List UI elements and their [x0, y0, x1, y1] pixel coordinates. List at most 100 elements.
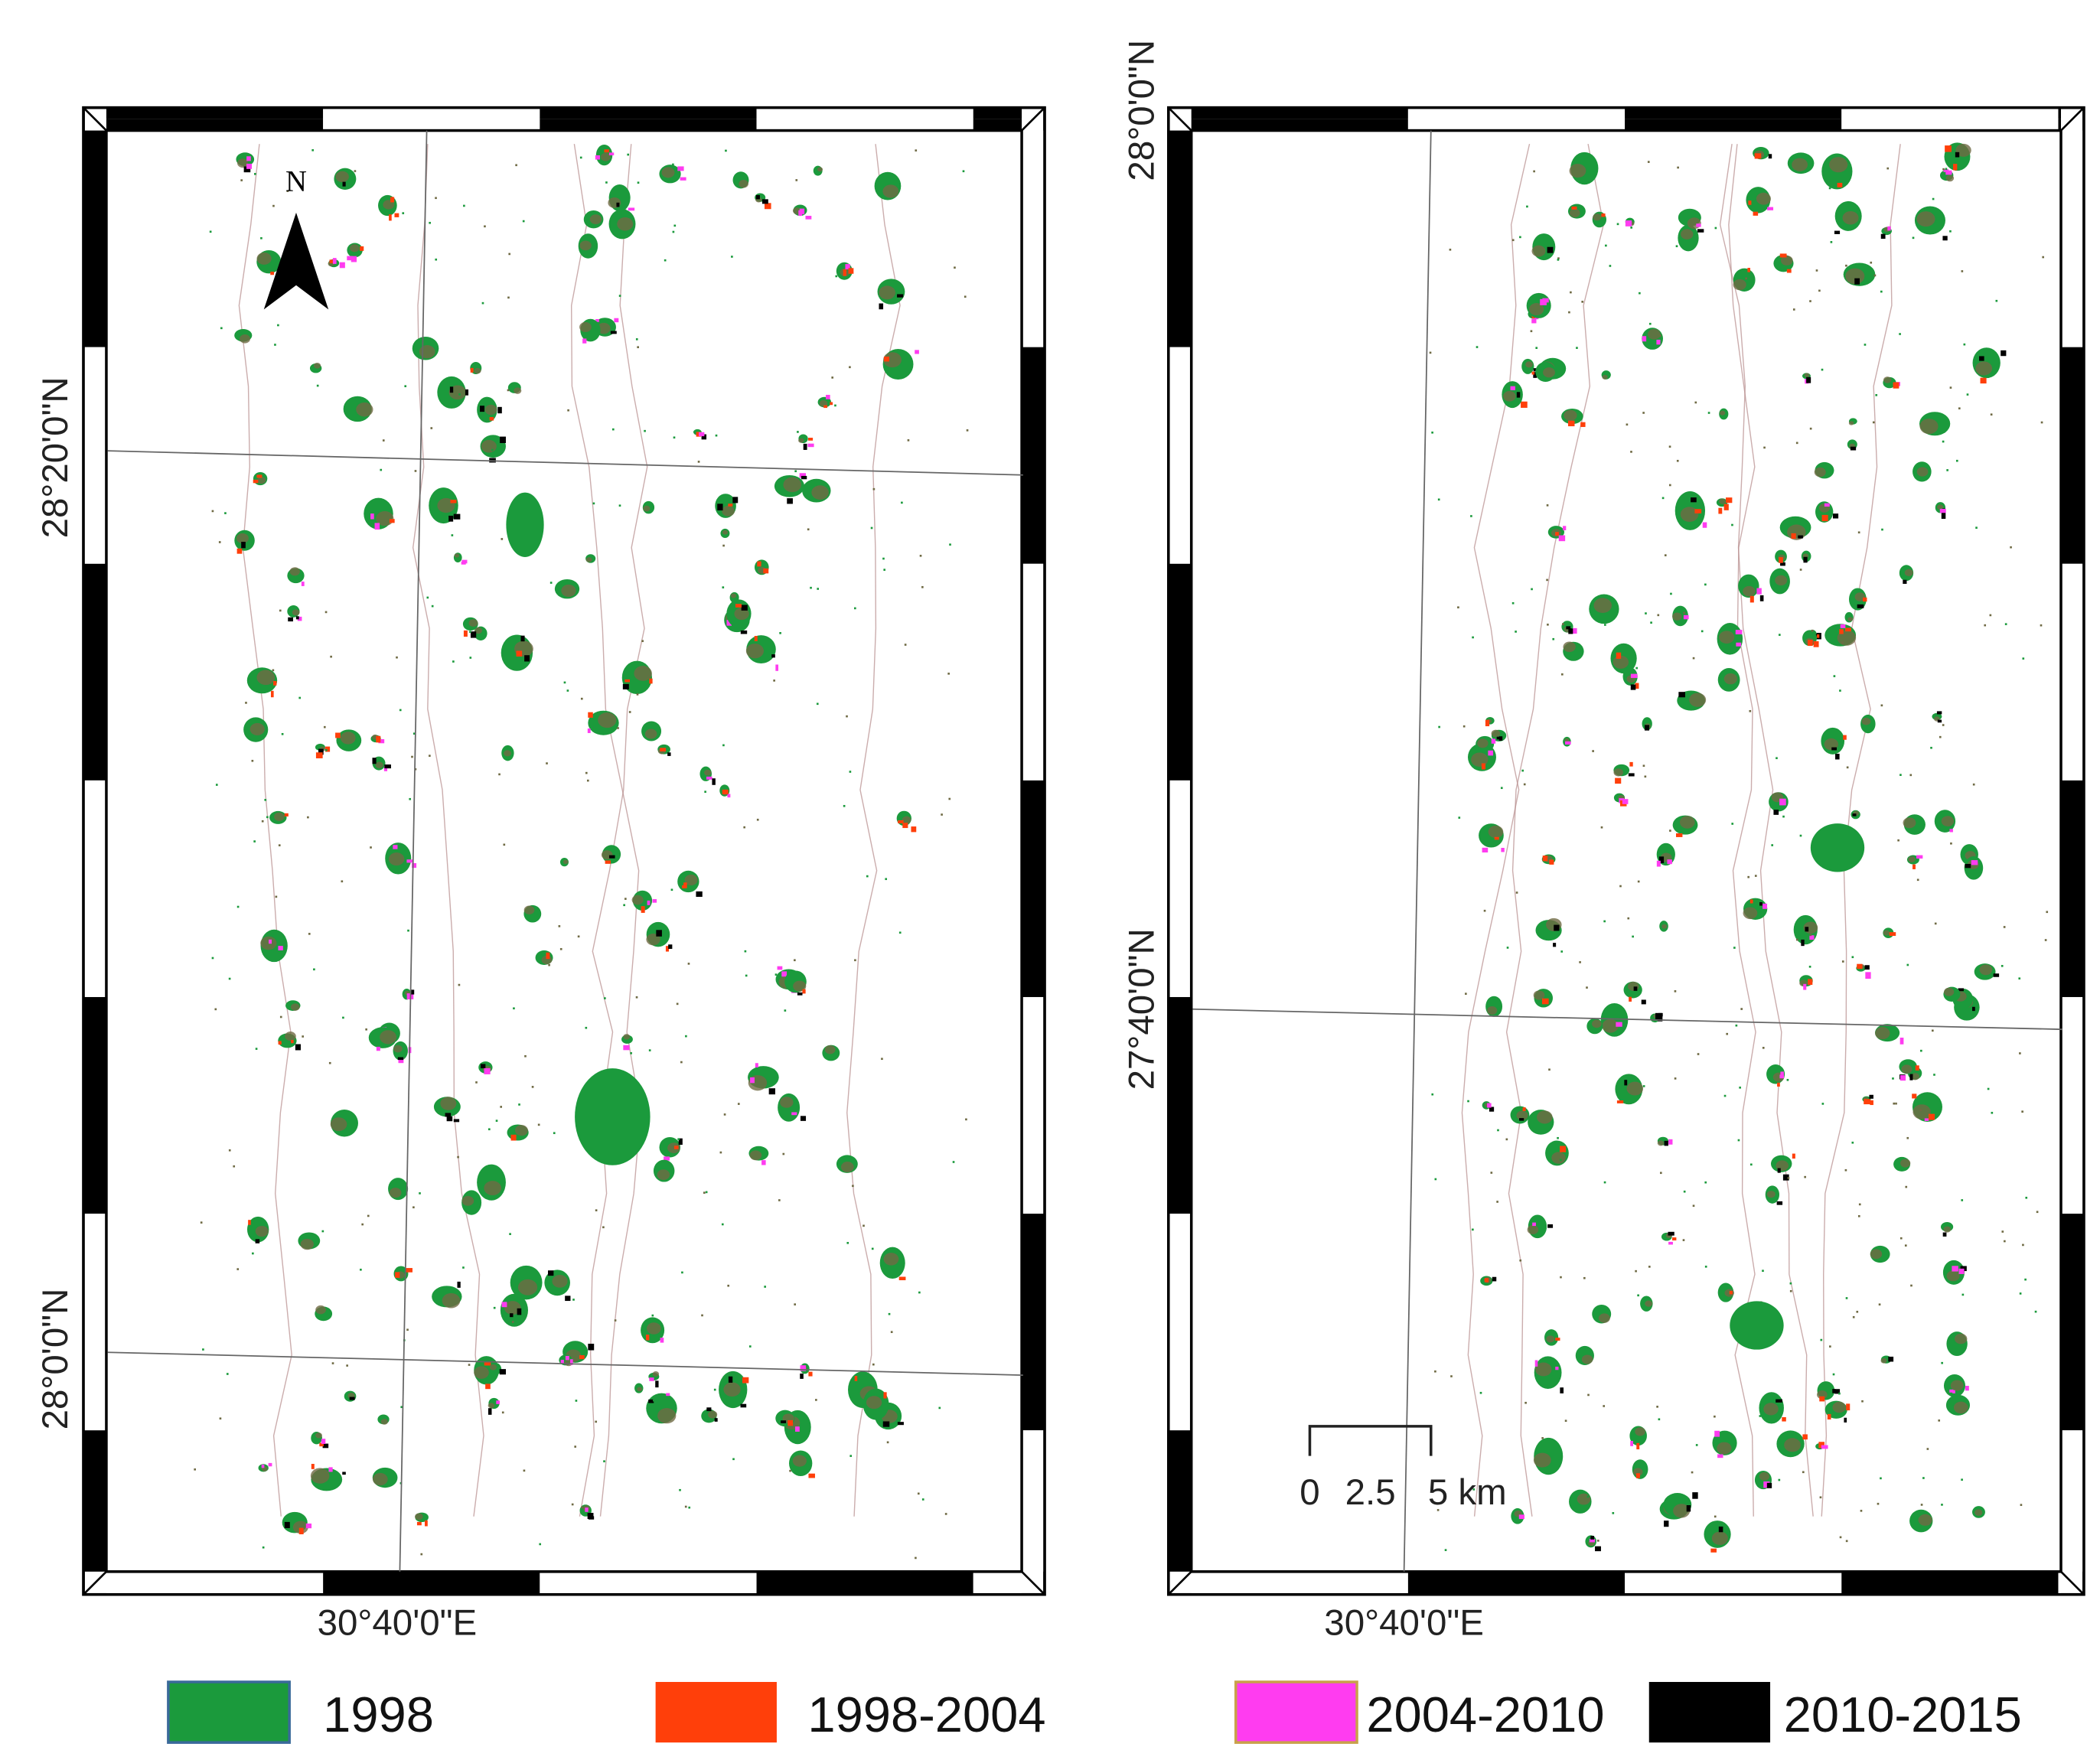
- settlement-fringe: [1647, 328, 1661, 340]
- speck: [308, 933, 311, 935]
- settlement-fringe: [634, 666, 652, 681]
- speck: [2034, 1310, 2037, 1313]
- settlement-fringe: [749, 1150, 762, 1161]
- growth-patch: [1676, 833, 1683, 837]
- lat-label: 28°0'0"N: [35, 1289, 76, 1430]
- growth-patch: [1767, 207, 1774, 210]
- speck: [1479, 1391, 1482, 1394]
- road: [846, 144, 901, 1517]
- settlement-fringe: [440, 1097, 457, 1110]
- growth-patch: [1571, 206, 1577, 210]
- speck: [965, 1118, 967, 1121]
- speck: [1763, 446, 1766, 449]
- growth-patch: [570, 1359, 573, 1365]
- speck: [2004, 623, 2007, 625]
- speck: [245, 702, 247, 704]
- growth-patch: [1633, 986, 1638, 991]
- lat-label: 28°0'0"N: [1121, 40, 1162, 181]
- speck: [732, 1458, 735, 1461]
- growth-patch: [616, 202, 620, 207]
- growth-patch: [667, 752, 671, 756]
- settlement-fringe: [1593, 598, 1612, 613]
- growth-patch: [389, 519, 395, 523]
- speck: [779, 632, 781, 634]
- settlement-fringe: [667, 1142, 680, 1154]
- growth-patch: [1481, 763, 1486, 770]
- growth-patch: [1658, 856, 1665, 864]
- growth-patch: [453, 1119, 460, 1123]
- speck: [1845, 264, 1847, 267]
- speck: [1731, 823, 1734, 825]
- growth-patch: [484, 1362, 491, 1366]
- speck: [1579, 961, 1581, 963]
- speck: [846, 1242, 849, 1244]
- settlement-fringe: [1908, 856, 1916, 863]
- growth-patch: [1635, 1473, 1640, 1478]
- settlement-fringe: [1780, 255, 1793, 266]
- growth-patch: [1805, 927, 1809, 932]
- growth-patch: [1924, 1118, 1929, 1121]
- settlement-fringe: [1477, 738, 1489, 748]
- lat-label: 28°20'0"N: [35, 376, 76, 538]
- speck: [635, 996, 638, 999]
- growth-patch: [268, 1462, 272, 1467]
- speck: [1958, 407, 1961, 410]
- settlement-fringe: [256, 252, 272, 265]
- speck: [617, 727, 619, 729]
- speck: [202, 1348, 204, 1351]
- speck: [1496, 1201, 1498, 1203]
- speck: [1906, 1136, 1909, 1139]
- speck: [1916, 878, 1919, 882]
- growth-patch: [701, 434, 707, 440]
- growth-patch: [652, 899, 657, 903]
- border-segment: [1625, 119, 1842, 131]
- growth-patch: [497, 406, 502, 414]
- speck: [1864, 344, 1867, 346]
- speck: [463, 204, 465, 207]
- border-segment: [1168, 347, 1192, 564]
- speck: [1880, 290, 1883, 293]
- border-segment: [2058, 119, 2061, 131]
- speck: [1991, 1111, 1994, 1114]
- speck: [468, 1364, 471, 1366]
- settlement-fringe: [579, 240, 592, 251]
- speck: [1966, 393, 1969, 396]
- growth-patch: [1560, 1146, 1567, 1152]
- growth-patch: [673, 1146, 679, 1149]
- settlement-fringe: [783, 477, 801, 493]
- speck: [1604, 624, 1606, 626]
- settlement-fringe: [657, 1408, 677, 1424]
- settlement-fringe: [315, 1305, 326, 1315]
- growth-patch: [800, 1116, 807, 1121]
- border-segment: [83, 130, 106, 347]
- growth-patch: [1672, 1237, 1677, 1241]
- growth-patch: [1768, 154, 1772, 159]
- growth-patch: [342, 1472, 346, 1475]
- speck: [1740, 1008, 1743, 1010]
- growth-patch: [755, 194, 760, 200]
- growth-patch: [1953, 164, 1958, 171]
- speck: [1737, 1139, 1740, 1142]
- speck: [215, 784, 218, 786]
- speck: [676, 1002, 679, 1005]
- growth-patch: [1776, 1201, 1783, 1205]
- speck: [1603, 920, 1606, 923]
- growth-patch: [1644, 725, 1650, 731]
- growth-patch: [1629, 761, 1633, 767]
- road: [1505, 144, 1605, 1517]
- growth-patch: [1903, 579, 1907, 584]
- growth-patch: [374, 523, 380, 530]
- growth-patch: [463, 630, 468, 637]
- speck: [311, 148, 314, 152]
- speck: [579, 156, 582, 159]
- settlement-fringe: [661, 167, 675, 178]
- speck: [1904, 1244, 1907, 1247]
- growth-patch: [915, 350, 919, 354]
- speck: [2001, 965, 2004, 967]
- growth-patch: [1843, 735, 1847, 740]
- speck: [602, 1226, 605, 1229]
- growth-patch: [641, 906, 645, 913]
- growth-patch: [496, 1400, 501, 1404]
- speck: [404, 385, 407, 388]
- border-corner: [1021, 106, 1045, 132]
